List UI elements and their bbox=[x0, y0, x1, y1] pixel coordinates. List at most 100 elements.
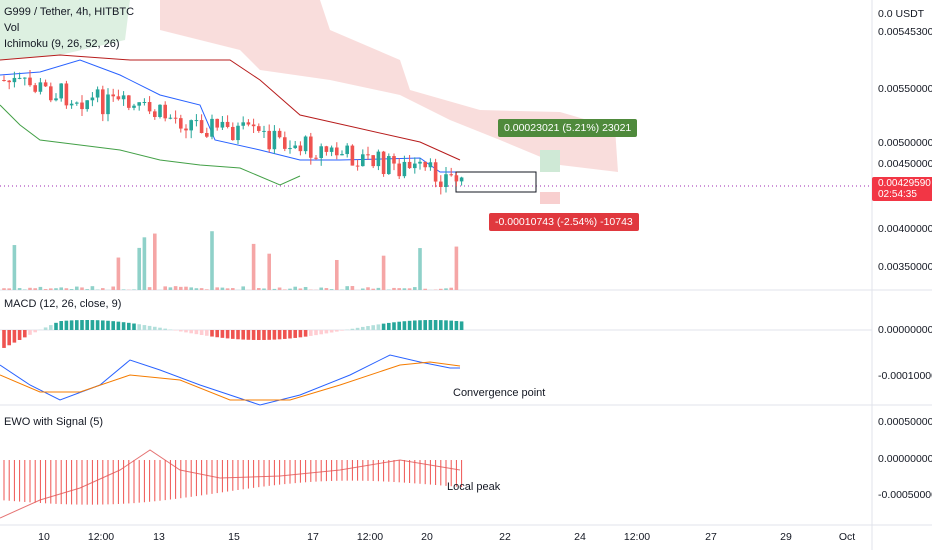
macd-hist bbox=[121, 322, 126, 330]
macd-hist bbox=[246, 330, 251, 340]
macd-hist bbox=[329, 330, 334, 333]
volume-bar bbox=[28, 287, 32, 290]
volume-bar bbox=[215, 287, 219, 290]
candle-body bbox=[329, 147, 334, 152]
macd-hist bbox=[283, 330, 287, 339]
macd-hist bbox=[231, 330, 235, 339]
volume-bar bbox=[350, 286, 355, 290]
candle-body bbox=[49, 86, 53, 101]
volume-bar bbox=[90, 286, 95, 290]
volume-bar bbox=[423, 288, 427, 290]
macd-hist bbox=[210, 330, 214, 337]
volume-bar bbox=[132, 289, 136, 290]
volume-bar bbox=[111, 286, 115, 290]
candle-body bbox=[428, 162, 433, 168]
time-label: 10 bbox=[38, 531, 50, 543]
macd-hist bbox=[413, 320, 417, 330]
volume-bar bbox=[49, 288, 53, 290]
volume-bar bbox=[153, 233, 157, 290]
conversion-line bbox=[0, 59, 460, 173]
pane-title: EWO with Signal (5) bbox=[4, 416, 104, 428]
macd-hist bbox=[116, 321, 121, 330]
candle-body bbox=[189, 120, 193, 131]
candle-body bbox=[392, 156, 396, 164]
volume-bar bbox=[205, 289, 209, 290]
macd-hist bbox=[407, 320, 412, 330]
candle-body bbox=[361, 154, 365, 167]
macd-hist bbox=[69, 320, 74, 330]
candle-body bbox=[293, 145, 297, 149]
volume-bar bbox=[54, 288, 58, 290]
macd-hist bbox=[28, 330, 32, 335]
indicator-label: Vol bbox=[4, 22, 20, 34]
volume-bar bbox=[231, 288, 235, 290]
candle-body bbox=[402, 161, 407, 177]
macd-hist bbox=[428, 320, 433, 330]
volume-bar bbox=[116, 257, 121, 290]
axis-label: 0.00400000 bbox=[878, 223, 932, 235]
candle-body bbox=[241, 122, 245, 126]
macd-hist bbox=[418, 320, 422, 330]
macd-hist bbox=[23, 330, 27, 338]
volume-bar bbox=[75, 286, 79, 290]
macd-hist bbox=[64, 320, 69, 330]
volume-bar bbox=[59, 287, 63, 290]
macd-hist bbox=[59, 321, 63, 330]
volume-bar bbox=[241, 286, 245, 290]
volume-bar bbox=[64, 288, 69, 290]
candle-body bbox=[64, 83, 69, 106]
macd-hist bbox=[236, 330, 240, 340]
candle-body bbox=[23, 77, 27, 79]
macd-hist bbox=[397, 321, 401, 330]
macd-hist bbox=[324, 330, 329, 334]
candle-body bbox=[459, 177, 464, 182]
macd-hist bbox=[251, 330, 256, 340]
macd-hist bbox=[163, 328, 167, 330]
macd-hist bbox=[225, 330, 230, 339]
macd-hist bbox=[205, 330, 209, 336]
volume-bar bbox=[168, 287, 173, 290]
candle-body bbox=[376, 151, 381, 167]
macd-hist bbox=[257, 330, 261, 340]
macd-hist bbox=[95, 320, 100, 330]
candle-body bbox=[381, 151, 386, 175]
volume-bar bbox=[163, 286, 167, 290]
volume-bar bbox=[267, 253, 271, 290]
axis-label: -0.00010000 bbox=[878, 370, 932, 382]
macd-hist bbox=[179, 330, 183, 332]
candle-body bbox=[257, 126, 261, 131]
axis-label: 0.0 USDT bbox=[878, 8, 925, 20]
macd-hist bbox=[381, 323, 386, 330]
volume-bar bbox=[43, 289, 48, 290]
candle-body bbox=[179, 118, 183, 129]
symbol-title: G999 / Tether, 4h, HITBTC bbox=[4, 6, 135, 18]
macd-hist bbox=[355, 327, 360, 330]
volume-bar bbox=[147, 287, 152, 290]
candle-body bbox=[158, 104, 162, 117]
macd-hist bbox=[215, 330, 219, 338]
macd-hist bbox=[366, 326, 370, 330]
volume-bar bbox=[418, 248, 422, 290]
candle-body bbox=[59, 83, 63, 99]
volume-bar bbox=[324, 288, 329, 290]
signal-line bbox=[0, 361, 461, 401]
macd-hist bbox=[361, 326, 365, 330]
macd-hist bbox=[85, 320, 89, 330]
candle-body bbox=[116, 96, 121, 100]
macd-hist bbox=[90, 320, 95, 330]
volume-bar bbox=[189, 287, 193, 290]
volume-bar bbox=[199, 288, 204, 290]
macd-hist bbox=[199, 330, 204, 336]
volume-bar bbox=[38, 286, 43, 290]
macd-hist bbox=[371, 325, 375, 330]
time-label: 15 bbox=[228, 531, 240, 543]
candle-body bbox=[54, 98, 58, 101]
volume-bar bbox=[303, 286, 308, 290]
candle-body bbox=[75, 102, 79, 104]
macd-hist bbox=[33, 330, 37, 333]
candle-body bbox=[210, 118, 214, 137]
candle-body bbox=[163, 104, 167, 119]
annotation: Local peak bbox=[447, 481, 501, 493]
macd-hist bbox=[277, 330, 282, 340]
candle-body bbox=[215, 118, 219, 128]
